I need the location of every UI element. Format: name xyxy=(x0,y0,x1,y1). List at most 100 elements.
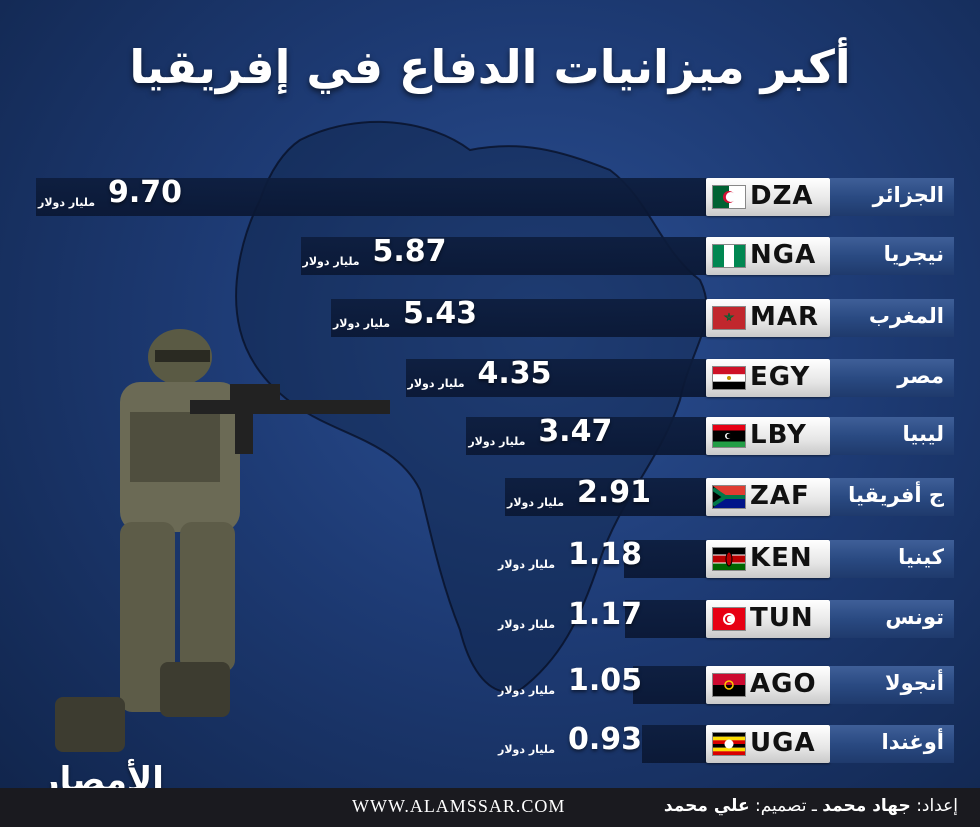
prepared-by-label: إعداد: xyxy=(916,796,958,816)
bar xyxy=(505,478,706,516)
soldier-illustration xyxy=(55,329,390,752)
bar xyxy=(330,299,706,337)
flag-icon xyxy=(712,732,746,756)
bar-row: 1.05 مليار دولار AGO أنجولا xyxy=(0,663,980,706)
country-code-plate: ZAF xyxy=(706,478,830,516)
flag-icon xyxy=(712,673,746,697)
data-label: 1.17 xyxy=(568,597,643,632)
bar xyxy=(405,359,706,397)
category-label: المغرب xyxy=(868,304,944,328)
bar-row: 3.47 مليار دولار LBY ليبيا xyxy=(0,414,980,457)
category-label: كينيا xyxy=(898,545,944,569)
footer: WWW.ALAMSSAR.COM إعداد: جهاد محمد ـ تصمي… xyxy=(0,788,980,827)
bar-row: 5.87 مليار دولار NGA نيجريا xyxy=(0,234,980,277)
category-label-box: ليبيا xyxy=(830,417,954,455)
country-code: AGO xyxy=(750,669,817,699)
bar-row: 9.70 مليار دولار DZA الجزائر xyxy=(0,175,980,218)
footer-url[interactable]: WWW.ALAMSSAR.COM xyxy=(352,796,566,816)
bar-row: 2.91 مليار دولار ZAF ج أفريقيا xyxy=(0,475,980,518)
bar-row: 0.93 مليار دولار UGA أوغندا xyxy=(0,722,980,765)
design-label: تصميم: xyxy=(755,796,807,816)
unit-label: مليار دولار xyxy=(302,255,360,268)
bar xyxy=(641,725,706,763)
unit-label: مليار دولار xyxy=(38,196,96,209)
country-code: DZA xyxy=(750,181,814,211)
unit-label: مليار دولار xyxy=(507,496,565,509)
bar xyxy=(300,237,706,275)
country-code: TUN xyxy=(750,603,814,633)
unit-label: مليار دولار xyxy=(407,377,465,390)
category-label-box: كينيا xyxy=(830,540,954,578)
category-label-box: مصر xyxy=(830,359,954,397)
country-code: MAR xyxy=(750,302,820,332)
flag-icon xyxy=(712,366,746,390)
category-label: نيجريا xyxy=(883,242,944,266)
designer-name: علي محمد xyxy=(663,796,750,816)
data-label: 0.93 xyxy=(568,722,643,757)
prepared-by-name: جهاد محمد xyxy=(822,796,911,816)
country-code-plate: DZA xyxy=(706,178,830,216)
country-code: ZAF xyxy=(750,481,810,511)
data-label: 4.35 xyxy=(477,356,552,391)
bar xyxy=(625,600,706,638)
data-label: 9.70 xyxy=(108,175,183,210)
bar-row: 5.43 مليار دولار MAR المغرب xyxy=(0,296,980,339)
category-label: أوغندا xyxy=(881,730,945,754)
flag-icon xyxy=(712,485,746,509)
flag-icon xyxy=(712,185,746,209)
country-code: EGY xyxy=(750,362,811,392)
page-title: أكبر ميزانيات الدفاع في إفريقيا xyxy=(129,40,851,94)
category-label: مصر xyxy=(897,364,944,388)
country-code: KEN xyxy=(750,543,813,573)
category-label: ليبيا xyxy=(902,422,945,446)
unit-label: مليار دولار xyxy=(498,684,556,697)
country-code-plate: LBY xyxy=(706,417,830,455)
flag-icon xyxy=(712,547,746,571)
unit-label: مليار دولار xyxy=(498,743,556,756)
category-label-box: ج أفريقيا xyxy=(830,478,954,516)
category-label: تونس xyxy=(885,605,944,629)
country-code-plate: TUN xyxy=(706,600,830,638)
country-code: LBY xyxy=(750,420,807,450)
country-code-plate: NGA xyxy=(706,237,830,275)
country-code-plate: AGO xyxy=(706,666,830,704)
bar-row: 1.17 مليار دولار TUN تونس xyxy=(0,597,980,640)
country-code-plate: UGA xyxy=(706,725,830,763)
category-label-box: الجزائر xyxy=(830,178,954,216)
footer-credits: إعداد: جهاد محمد ـ تصميم: علي محمد xyxy=(664,796,958,816)
country-code-plate: MAR xyxy=(706,299,830,337)
bar xyxy=(466,417,706,455)
bar xyxy=(633,666,706,704)
bar-row: 1.18 مليار دولار KEN كينيا xyxy=(0,537,980,580)
unit-label: مليار دولار xyxy=(468,435,526,448)
category-label-box: نيجريا xyxy=(830,237,954,275)
category-label: ج أفريقيا xyxy=(848,483,944,507)
unit-label: مليار دولار xyxy=(332,317,391,330)
category-label-box: أنجولا xyxy=(830,666,954,704)
flag-icon xyxy=(712,244,746,268)
category-label-box: تونس xyxy=(830,600,954,638)
category-label-box: أوغندا xyxy=(830,725,954,763)
flag-icon xyxy=(712,306,746,330)
data-label: 1.18 xyxy=(568,537,643,572)
flag-icon xyxy=(712,607,746,631)
data-label: 5.43 xyxy=(402,296,477,331)
credit-separator: ـ xyxy=(811,796,817,816)
country-code-plate: KEN xyxy=(706,540,830,578)
data-label: 2.91 xyxy=(577,475,652,510)
data-label: 3.47 xyxy=(538,414,613,449)
unit-label: مليار دولار xyxy=(498,558,556,571)
category-label: الجزائر xyxy=(872,183,944,207)
bar xyxy=(624,540,706,578)
country-code: NGA xyxy=(750,240,817,270)
country-code: UGA xyxy=(750,728,816,758)
country-code-plate: EGY xyxy=(706,359,830,397)
bar xyxy=(36,178,706,216)
flag-icon xyxy=(712,424,746,448)
unit-label: مليار دولار xyxy=(498,618,556,631)
bar-row: 4.35 مليار دولار EGY مصر xyxy=(0,356,980,399)
category-label: أنجولا xyxy=(884,671,944,695)
data-label: 5.87 xyxy=(372,234,447,269)
